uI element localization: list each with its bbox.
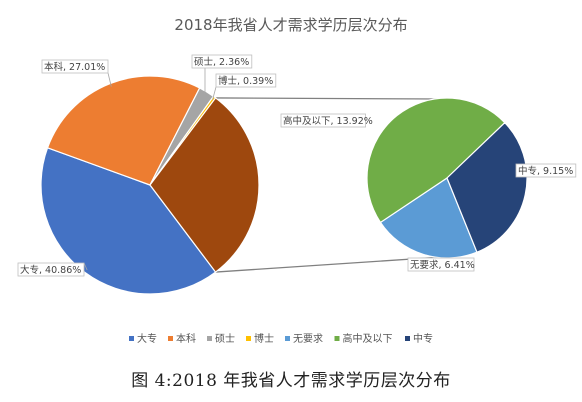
main-pie-slice bbox=[46, 75, 201, 186]
data-label-box bbox=[280, 113, 366, 128]
connector-line-top bbox=[215, 97, 443, 100]
data-label-box bbox=[191, 54, 253, 69]
data-label-box bbox=[515, 163, 577, 178]
data-label: 硕士, 2.36% bbox=[194, 56, 249, 68]
data-label-box bbox=[215, 73, 277, 88]
secondary-pie-slice bbox=[366, 97, 506, 224]
legend-label: 高中及以下 bbox=[343, 332, 393, 345]
main-pie-slice-other bbox=[149, 97, 260, 273]
legend-swatch bbox=[207, 336, 212, 341]
legend-label: 博士 bbox=[254, 332, 274, 345]
chart-title: 2018年我省人才需求学历层次分布 bbox=[174, 16, 407, 34]
data-label: 无要求, 6.41% bbox=[410, 259, 475, 271]
connector-line-bottom bbox=[215, 256, 443, 273]
secondary-pie-slice bbox=[446, 121, 528, 253]
connector-lines bbox=[215, 97, 443, 273]
legend-label: 中专 bbox=[413, 332, 433, 345]
legend-swatch bbox=[285, 336, 290, 341]
data-label: 博士, 0.39% bbox=[218, 75, 273, 87]
data-label: 中专, 9.15% bbox=[518, 165, 573, 177]
data-label-box bbox=[41, 59, 109, 74]
data-label-box bbox=[17, 262, 85, 277]
secondary-pie bbox=[366, 97, 528, 259]
data-label: 本科, 27.01% bbox=[44, 61, 105, 73]
legend-label: 本科 bbox=[176, 332, 196, 345]
figure-caption: 图 4:2018 年我省人才需求学历层次分布 bbox=[131, 371, 451, 391]
legend-label: 大专 bbox=[137, 332, 157, 345]
pie-of-pie-chart: 2018年我省人才需求学历层次分布 大专, 40.86% 本科, 27.01% 硕士… bbox=[17, 16, 577, 345]
legend-label: 无要求 bbox=[293, 333, 323, 345]
legend: 大专 本科 硕士 博士 无要求 高中及以下 中专 bbox=[129, 332, 433, 345]
main-pie bbox=[40, 75, 260, 295]
main-pie-slice bbox=[40, 147, 217, 295]
data-label-box bbox=[407, 257, 475, 272]
legend-label: 硕士 bbox=[215, 332, 235, 345]
legend-swatch bbox=[405, 336, 410, 341]
legend-swatch bbox=[334, 336, 340, 341]
data-label: 大专, 40.86% bbox=[20, 264, 81, 276]
data-labels: 大专, 40.86% 本科, 27.01% 硕士, 2.36% 博士, 0.39% 无要… bbox=[17, 54, 577, 277]
label-leader-line bbox=[212, 86, 217, 100]
legend-swatch bbox=[246, 336, 251, 341]
secondary-pie-slice bbox=[379, 177, 478, 259]
label-leader-line bbox=[83, 262, 88, 271]
label-leader-line bbox=[107, 72, 112, 87]
legend-swatch bbox=[129, 336, 134, 341]
legend-swatch bbox=[168, 336, 173, 341]
data-label: 高中及以下, 13.92% bbox=[283, 115, 373, 127]
